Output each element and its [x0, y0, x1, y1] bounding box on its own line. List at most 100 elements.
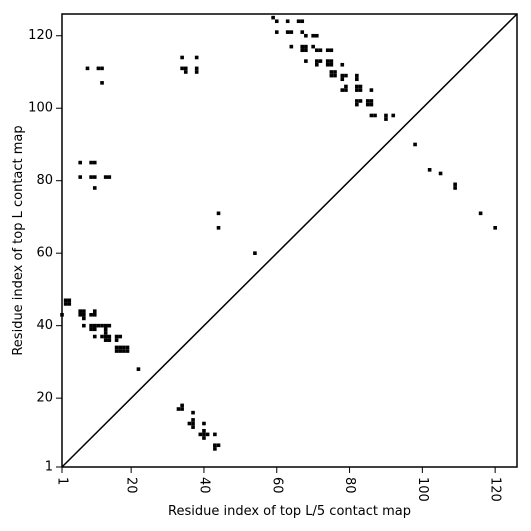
contact-point — [180, 66, 184, 71]
contact-point — [194, 55, 199, 60]
contact-point — [213, 443, 217, 448]
contact-point — [122, 345, 126, 350]
contact-point — [180, 403, 184, 408]
contact-point — [329, 62, 334, 67]
contact-point — [103, 175, 108, 179]
contact-point — [453, 182, 457, 187]
contact-point — [384, 117, 388, 121]
contact-point — [92, 175, 97, 179]
contact-point — [369, 102, 374, 107]
contact-point — [355, 102, 359, 107]
contact-point — [103, 334, 108, 339]
contact-point — [355, 88, 359, 92]
contact-point — [202, 428, 206, 433]
contact-point — [100, 66, 104, 71]
contact-point — [92, 323, 97, 328]
contact-point — [136, 367, 141, 371]
contact-point — [78, 312, 83, 317]
contact-point — [344, 84, 348, 89]
contact-point — [274, 19, 279, 24]
contact-point — [373, 113, 377, 118]
contact-point — [125, 345, 130, 350]
contact-point — [82, 312, 86, 317]
contact-point — [122, 349, 126, 353]
contact-point — [365, 99, 370, 103]
x-tick-label: 80 — [342, 477, 357, 494]
contact-point — [103, 323, 108, 328]
contact-point — [304, 33, 308, 38]
contact-point — [355, 84, 359, 89]
contact-point — [329, 70, 334, 74]
contact-point — [107, 338, 112, 342]
contact-point — [300, 30, 305, 34]
contact-point — [198, 432, 203, 437]
contact-point — [205, 432, 210, 437]
contact-point — [369, 99, 374, 103]
contact-point — [453, 186, 457, 190]
x-tick-label: 40 — [196, 477, 211, 494]
contact-point — [318, 59, 323, 63]
y-tick-label: 100 — [28, 101, 53, 116]
contact-point — [355, 73, 359, 78]
contact-point — [67, 298, 72, 303]
contact-point — [191, 410, 195, 415]
contact-point — [194, 66, 199, 71]
y-tick-label: 1 — [45, 460, 53, 475]
contact-point — [213, 447, 217, 451]
contact-point — [107, 334, 112, 339]
contact-point — [300, 19, 305, 24]
x-tick-label: 60 — [269, 477, 284, 494]
y-tick-label: 60 — [36, 246, 53, 261]
contact-point — [191, 421, 195, 426]
y-tick-label: 40 — [36, 318, 53, 333]
x-tick-label: 20 — [124, 477, 139, 494]
contact-point — [78, 160, 83, 165]
contact-point — [107, 175, 112, 179]
contact-point — [493, 226, 497, 230]
contact-point — [427, 168, 432, 172]
contact-point — [216, 226, 221, 230]
contact-point — [100, 323, 104, 328]
contact-point — [78, 175, 83, 179]
contact-point — [271, 15, 275, 20]
contact-point — [183, 70, 188, 74]
contact-point — [92, 160, 97, 165]
contact-point — [194, 70, 199, 74]
contact-point — [202, 432, 206, 437]
contact-point — [274, 30, 279, 34]
y-axis-label: Residue index of top L contact map — [11, 125, 26, 355]
contact-point — [82, 309, 86, 313]
contact-point — [191, 425, 195, 429]
contact-point — [100, 81, 104, 85]
contact-point — [358, 88, 363, 92]
contact-point — [289, 44, 294, 49]
contact-point — [103, 338, 108, 342]
contact-point — [63, 298, 68, 303]
contact-point — [329, 73, 334, 78]
contact-point — [340, 73, 345, 78]
contact-point — [89, 312, 93, 317]
contact-point — [329, 59, 334, 63]
contact-point — [333, 73, 337, 78]
contact-point — [82, 316, 86, 321]
contact-point — [202, 421, 206, 426]
contact-point — [92, 327, 97, 332]
contact-point — [89, 175, 93, 179]
contact-point — [325, 59, 330, 63]
contact-point — [187, 421, 192, 426]
contact-point — [304, 59, 308, 63]
contact-point — [369, 88, 374, 92]
contact-point — [369, 113, 374, 118]
contact-point — [85, 66, 90, 71]
contact-point — [82, 323, 86, 328]
contact-point — [125, 349, 130, 353]
contact-point — [391, 113, 396, 118]
contact-point — [340, 62, 345, 67]
contact-point — [314, 48, 319, 53]
contact-point — [314, 62, 319, 67]
contact-point — [89, 323, 93, 328]
contact-point — [89, 327, 93, 332]
contact-point — [340, 77, 345, 82]
